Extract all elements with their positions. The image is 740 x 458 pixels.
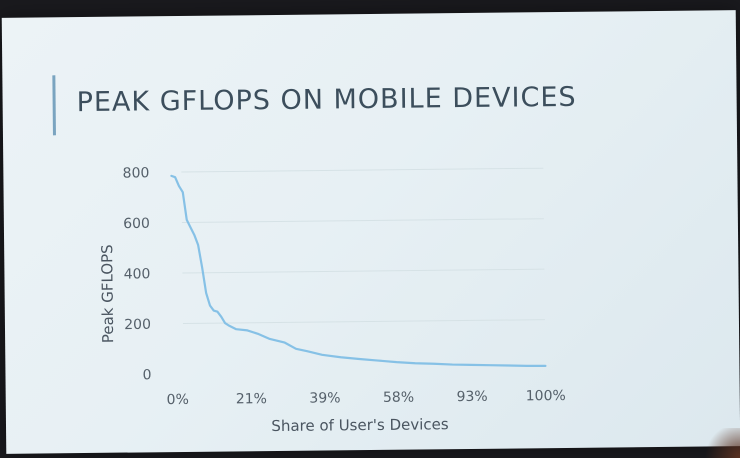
x-tick-label: 39% [309, 390, 340, 406]
photo-corner-shadow [700, 428, 740, 458]
x-tick-label: 58% [383, 390, 414, 406]
grid-line [181, 167, 544, 173]
x-axis-label: Share of User's Devices [271, 415, 449, 435]
grid-line [182, 268, 545, 274]
grid-lines [181, 167, 545, 324]
x-tick-label: 0% [167, 392, 189, 408]
grid-line [182, 319, 545, 324]
y-tick-label: 0 [142, 367, 151, 383]
y-tick-labels: 0 200 400 600 800 [123, 165, 152, 383]
series-line-peak-gflops [170, 174, 547, 367]
presentation-slide: PEAK GFLOPS ON MOBILE DEVICES 0 200 400 600… [1, 10, 740, 454]
y-tick-label: 200 [124, 317, 151, 333]
grid-line [181, 218, 544, 223]
y-tick-label: 400 [124, 266, 151, 282]
y-tick-label: 800 [123, 165, 150, 181]
y-tick-label: 600 [123, 216, 150, 232]
x-tick-label: 21% [236, 391, 267, 407]
y-axis-label: Peak GFLOPS [98, 244, 117, 343]
x-tick-label: 93% [456, 389, 487, 405]
x-tick-labels: 0% 21% 39% 58% 93% 100% [167, 388, 566, 408]
line-chart: 0 200 400 600 800 0% 21% 39% 58% 93% 100% Share o… [98, 165, 566, 435]
x-tick-label: 100% [526, 388, 566, 404]
